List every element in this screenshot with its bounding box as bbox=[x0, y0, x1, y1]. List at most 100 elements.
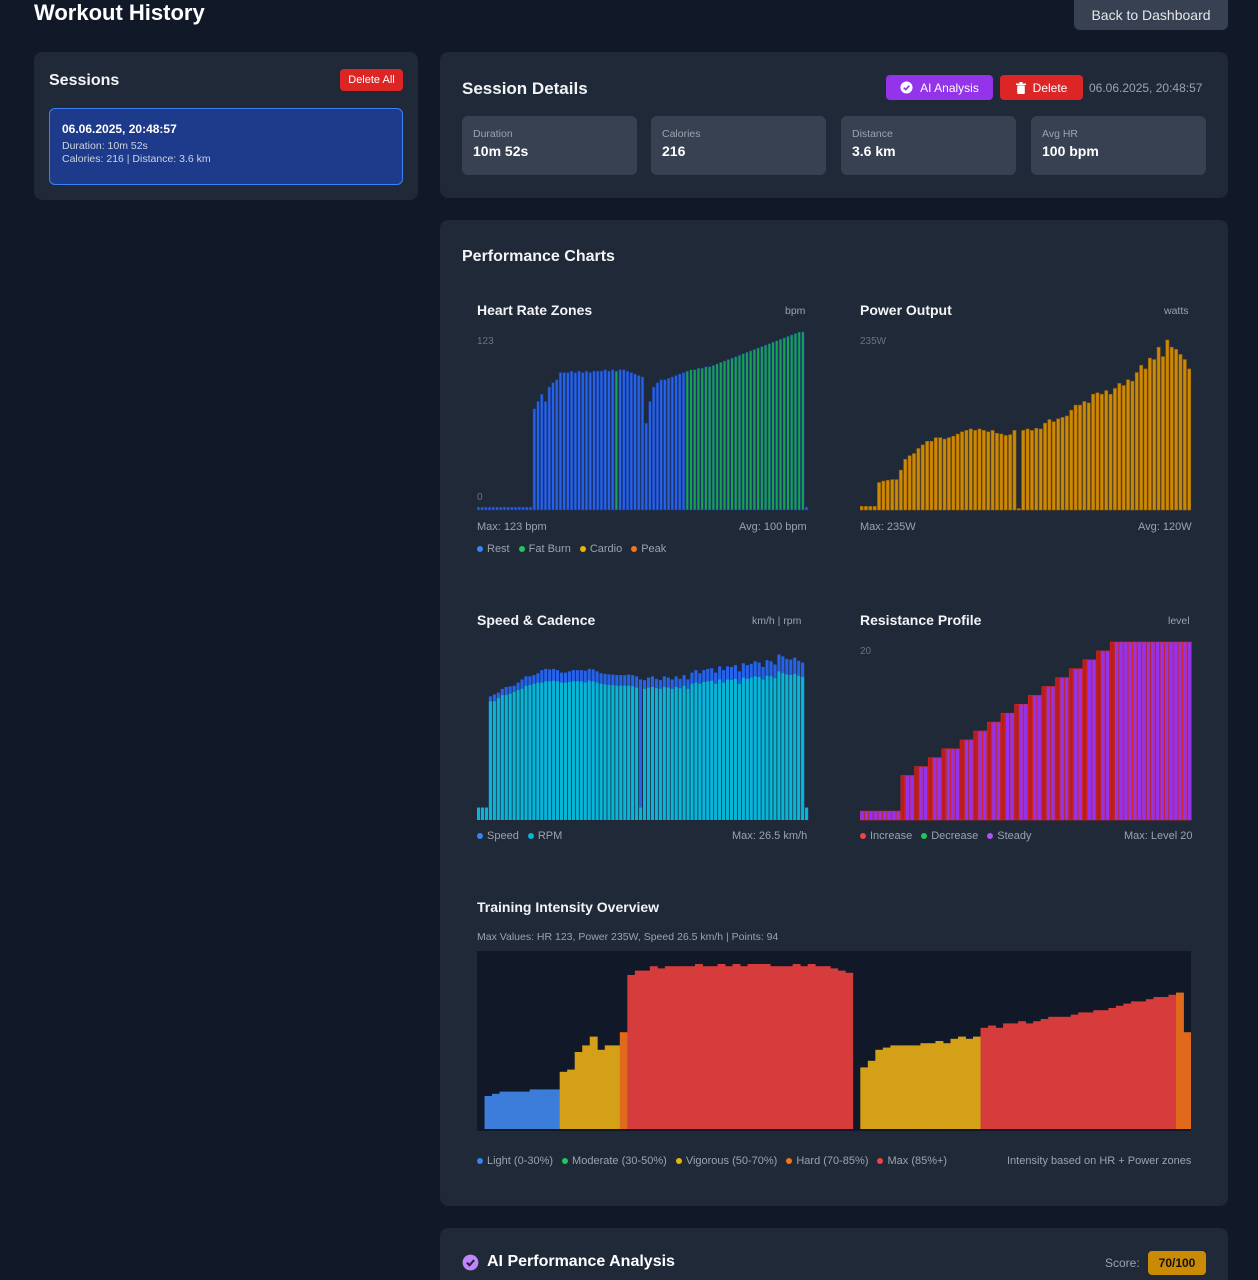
hr-bar bbox=[685, 370, 689, 511]
intensity-bar bbox=[875, 1049, 884, 1129]
legend-item: RPM bbox=[527, 830, 562, 842]
resistance-bar bbox=[1023, 704, 1028, 821]
intensity-chart-title: Training Intensity Overview bbox=[477, 899, 660, 915]
power-bar bbox=[1156, 346, 1161, 511]
hr-bar bbox=[719, 362, 723, 511]
power-bar bbox=[1130, 380, 1135, 511]
sessions-panel: Sessions Delete All 06.06.2025, 20:48:57… bbox=[34, 52, 418, 200]
intensity-bar bbox=[1018, 1021, 1027, 1129]
intensity-bar bbox=[822, 966, 831, 1129]
resistance-bar bbox=[1073, 668, 1078, 821]
power-bar bbox=[1008, 434, 1012, 511]
hr-bar bbox=[599, 370, 604, 511]
rpm-bar bbox=[508, 693, 512, 820]
resistance-bar bbox=[1018, 704, 1024, 821]
session-duration: Duration: 10m 52s bbox=[62, 140, 148, 152]
hr-bar bbox=[566, 372, 570, 511]
power-bar bbox=[864, 506, 868, 511]
resistance-bar bbox=[1118, 641, 1124, 821]
rpm-bar bbox=[654, 688, 658, 820]
resistance-bar bbox=[982, 730, 987, 821]
intensity-bar bbox=[507, 1091, 515, 1129]
resistance-bar bbox=[914, 766, 919, 821]
intensity-bar bbox=[755, 964, 763, 1129]
back-to-dashboard-button[interactable]: Back to Dashboard bbox=[1074, 0, 1228, 30]
legend-label: Peak bbox=[641, 543, 667, 555]
ai-analysis-heading: AI Performance Analysis bbox=[462, 1253, 675, 1271]
hr-bar bbox=[551, 382, 555, 511]
hr-bar bbox=[797, 331, 801, 511]
rpm-bar bbox=[560, 682, 564, 820]
intensity-legend: Light (0-30%) Moderate (30-50%) Vigorous… bbox=[477, 1155, 947, 1167]
rpm-bar bbox=[658, 688, 662, 820]
stat-label: Distance bbox=[852, 128, 893, 140]
rpm-bar bbox=[563, 682, 568, 820]
resistance-chart-title: Resistance Profile bbox=[860, 612, 982, 628]
resistance-bar bbox=[1005, 712, 1010, 821]
ai-analysis-button[interactable]: AI Analysis bbox=[886, 75, 993, 100]
power-bar bbox=[1126, 379, 1130, 511]
rpm-bar bbox=[524, 685, 528, 820]
ai-analysis-title: AI Performance Analysis bbox=[487, 1253, 675, 1270]
intensity-bar bbox=[777, 966, 786, 1129]
intensity-bar bbox=[867, 1060, 876, 1129]
intensity-bar bbox=[597, 1049, 606, 1129]
intensity-bar bbox=[845, 972, 854, 1129]
legend-swatch bbox=[477, 1158, 483, 1164]
hr-bar bbox=[730, 357, 734, 511]
resistance-bar bbox=[1096, 650, 1101, 821]
hr-bar bbox=[775, 340, 779, 511]
intensity-bar bbox=[912, 1045, 921, 1129]
power-chart-title: Power Output bbox=[860, 302, 952, 318]
hr-bar bbox=[741, 353, 745, 511]
hr-bar bbox=[491, 506, 495, 511]
hr-bar bbox=[573, 372, 577, 511]
intensity-bar bbox=[567, 1069, 576, 1129]
intensity-bar bbox=[905, 1045, 914, 1129]
power-bar bbox=[877, 482, 881, 511]
intensity-bar bbox=[1130, 1001, 1139, 1129]
power-bar bbox=[1047, 419, 1052, 511]
resistance-bar bbox=[1159, 641, 1165, 821]
intensity-bar bbox=[762, 964, 771, 1129]
intensity-bar bbox=[1100, 1010, 1109, 1129]
hr-max: Max: 123 bpm bbox=[477, 521, 547, 533]
power-bar bbox=[1161, 356, 1165, 511]
y-tick-label: 20 bbox=[860, 646, 872, 657]
resistance-bar bbox=[1164, 641, 1169, 821]
hr-bar bbox=[655, 382, 660, 511]
power-avg: Avg: 120W bbox=[1138, 521, 1192, 533]
power-bar bbox=[1165, 339, 1170, 511]
resistance-bar bbox=[1168, 641, 1174, 821]
power-bar bbox=[1108, 393, 1113, 511]
hr-bar bbox=[767, 343, 771, 511]
power-bar bbox=[977, 428, 982, 511]
legend-item: Cardio bbox=[579, 543, 622, 555]
legend-label: Fat Burn bbox=[528, 543, 571, 555]
intensity-bar bbox=[890, 1045, 899, 1129]
intensity-bar bbox=[1003, 1023, 1012, 1129]
delete-all-button[interactable]: Delete All bbox=[340, 69, 403, 91]
delete-session-button[interactable]: Delete bbox=[1000, 75, 1083, 100]
intensity-bar bbox=[732, 964, 741, 1129]
intensity-overview-chart bbox=[477, 951, 1191, 1131]
rpm-bar bbox=[611, 685, 615, 820]
rpm-bar bbox=[745, 678, 749, 820]
rpm-bar bbox=[710, 680, 714, 820]
resistance-bar bbox=[968, 739, 974, 821]
rpm-bar bbox=[797, 675, 801, 820]
hr-bar bbox=[790, 334, 794, 511]
hr-bar bbox=[782, 337, 786, 511]
hr-bar bbox=[603, 369, 607, 511]
resistance-bar bbox=[1141, 641, 1147, 821]
power-bar bbox=[995, 433, 999, 511]
resistance-bar bbox=[1009, 712, 1015, 821]
session-timestamp: 06.06.2025, 20:48:57 bbox=[1089, 81, 1203, 95]
hr-bar bbox=[793, 333, 798, 511]
hr-bar bbox=[804, 506, 809, 511]
session-summary: Calories: 216 | Distance: 3.6 km bbox=[62, 153, 211, 165]
power-bar bbox=[1152, 359, 1157, 511]
session-item[interactable]: 06.06.2025, 20:48:57 Duration: 10m 52s C… bbox=[49, 108, 403, 185]
hr-bar bbox=[674, 375, 678, 511]
hr-bar bbox=[752, 349, 757, 511]
